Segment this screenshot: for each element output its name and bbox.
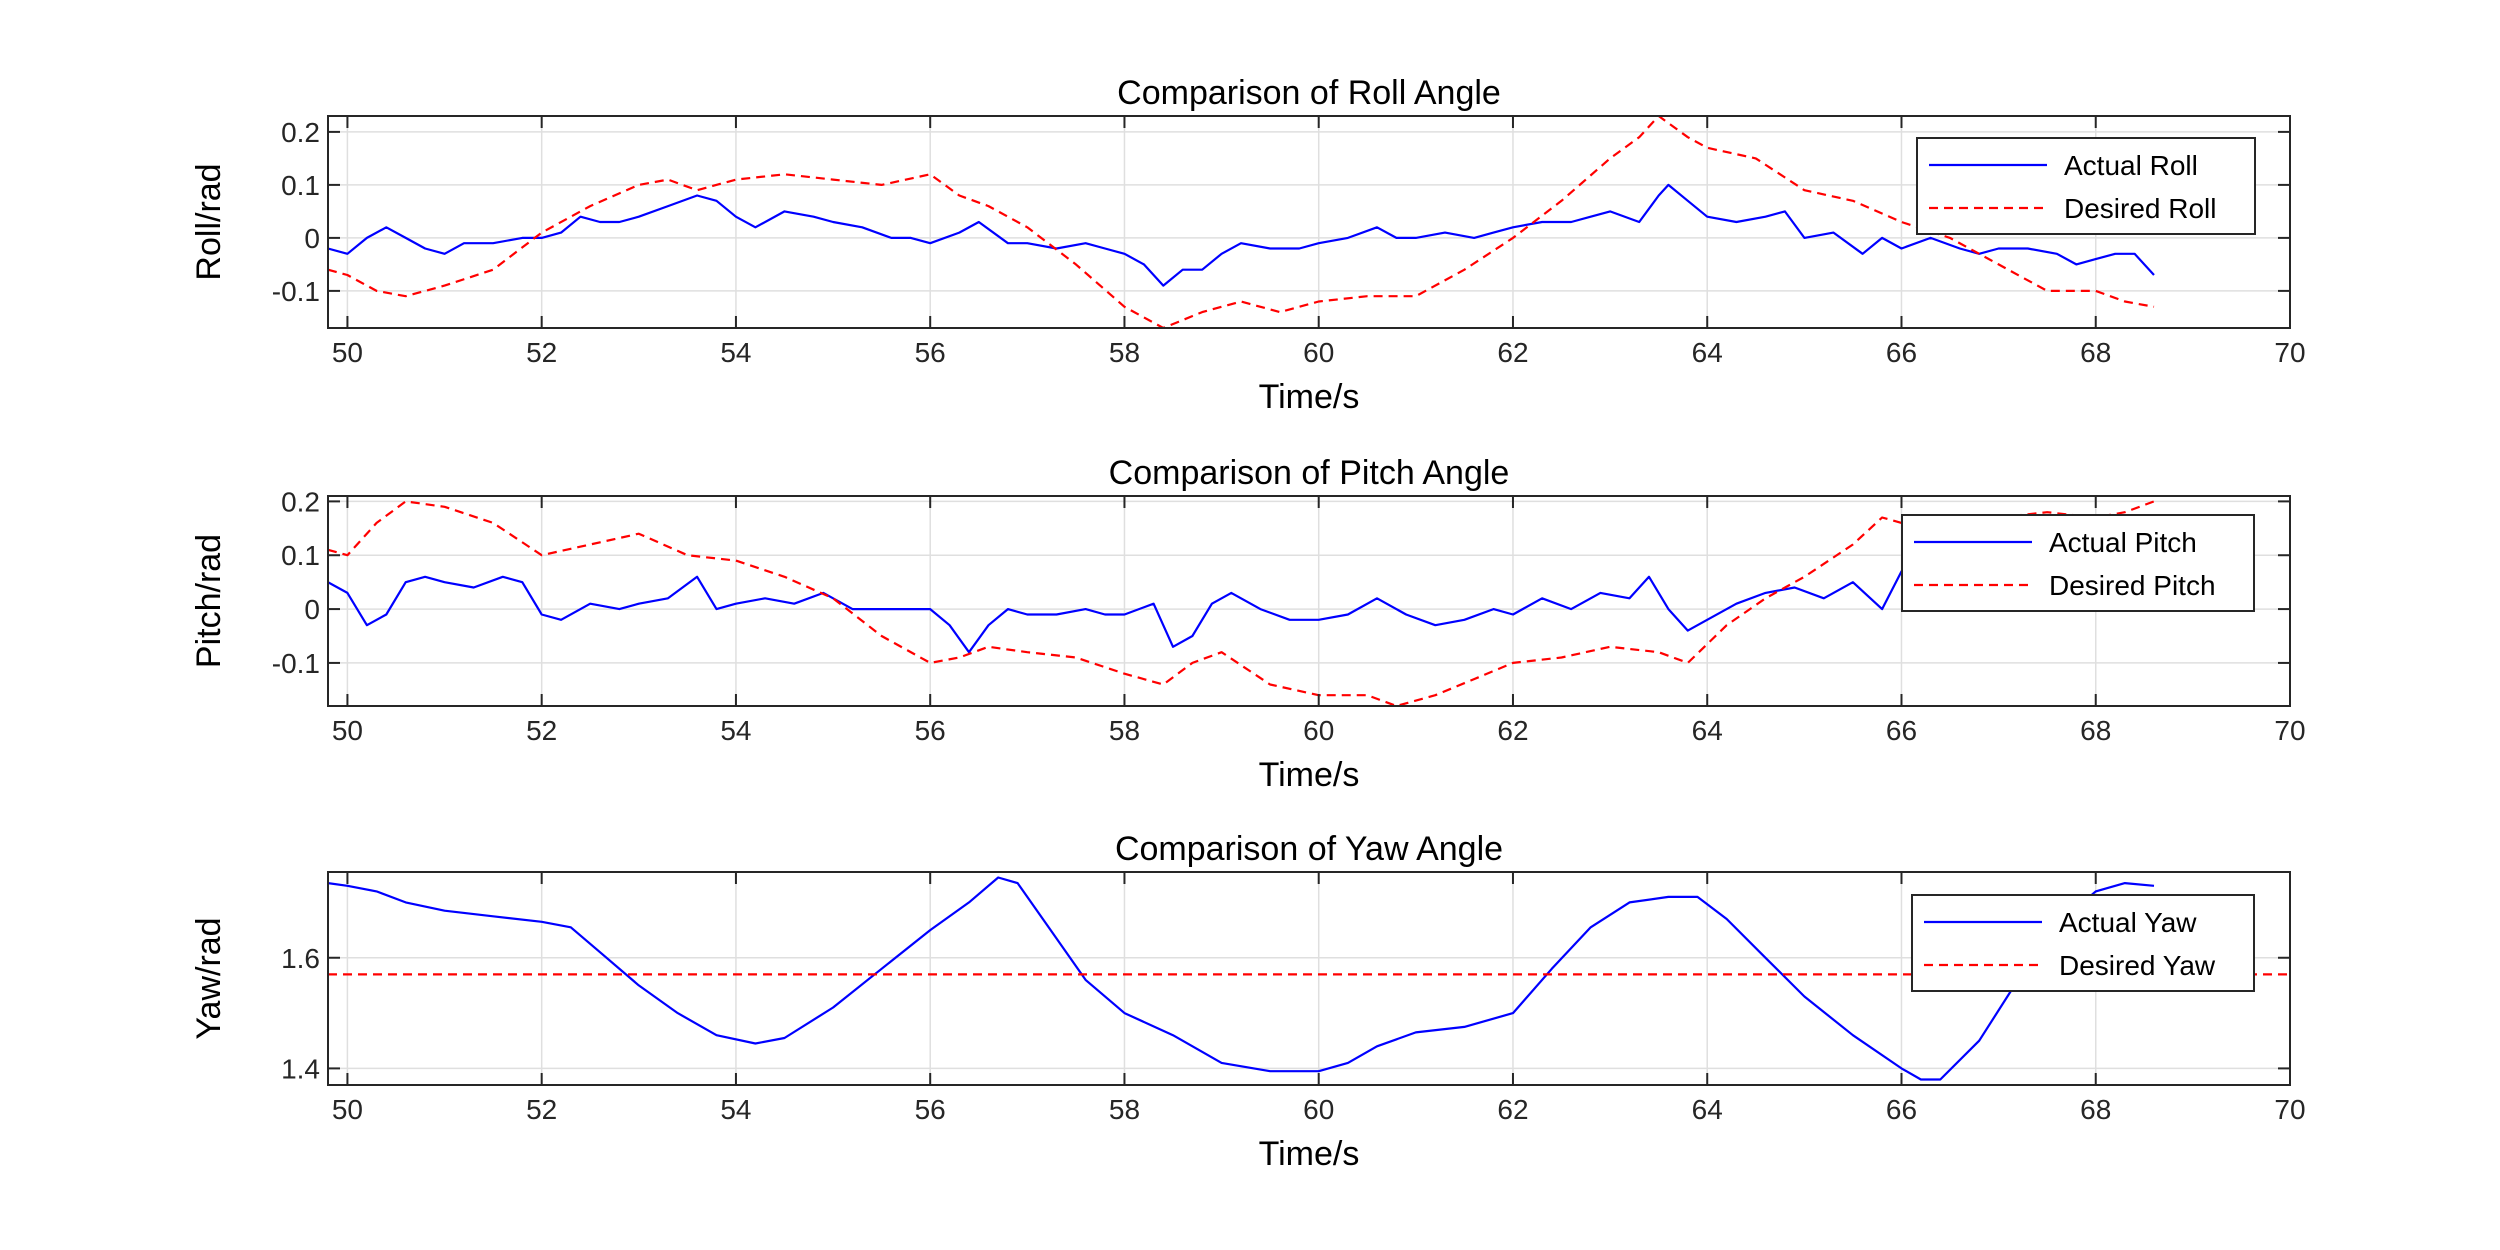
y-axis-label: Pitch/rad (190, 534, 228, 668)
x-tick-label: 60 (1303, 337, 1334, 368)
x-tick-label: 66 (1886, 1094, 1917, 1125)
y-tick-label: 0.1 (281, 170, 320, 201)
chart-title: Comparison of Pitch Angle (1109, 454, 1510, 492)
y-tick-label: 0 (304, 223, 320, 254)
x-tick-label: 54 (720, 1094, 751, 1125)
x-tick-label: 52 (526, 1094, 557, 1125)
x-tick-label: 62 (1497, 1094, 1528, 1125)
legend-label: Actual Pitch (2049, 527, 2197, 558)
x-tick-label: 62 (1497, 715, 1528, 746)
legend: Actual Pitch Desired Pitch (1901, 514, 2255, 612)
x-tick-label: 70 (2274, 1094, 2305, 1125)
legend-label: Actual Yaw (2059, 907, 2197, 938)
y-axis-label: Roll/rad (190, 163, 228, 280)
x-tick-label: 60 (1303, 1094, 1334, 1125)
y-tick-label: 0.2 (281, 117, 320, 148)
y-tick-label: 1.6 (281, 943, 320, 974)
x-tick-label: 56 (915, 337, 946, 368)
legend-box (1911, 894, 2255, 992)
x-tick-label: 62 (1497, 337, 1528, 368)
x-tick-label: 52 (526, 337, 557, 368)
subplot-2: 50 52 54 56 58 60 62 64 66 68 70 -0.1 0 0.1 0.2 Compari… (190, 454, 2306, 794)
x-tick-label: 58 (1109, 715, 1140, 746)
x-tick-label: 64 (1692, 1094, 1723, 1125)
legend: Actual Roll Desired Roll (1916, 137, 2256, 235)
legend-box (1901, 514, 2255, 612)
chart-title: Comparison of Roll Angle (1117, 74, 1501, 112)
y-tick-label: 1.4 (281, 1053, 320, 1084)
y-tick-label: 0.1 (281, 540, 320, 571)
axes-box (327, 495, 2291, 707)
y-axis-label: Yaw/rad (190, 917, 228, 1039)
x-tick-label: 68 (2080, 337, 2111, 368)
x-tick-label: 60 (1303, 715, 1334, 746)
x-tick-label: 50 (332, 337, 363, 368)
x-axis-label: Time/s (1259, 756, 1360, 794)
x-tick-label: 64 (1692, 337, 1723, 368)
x-tick-label: 64 (1692, 715, 1723, 746)
x-tick-label: 54 (720, 715, 751, 746)
y-tick-label: -0.1 (272, 276, 320, 307)
x-axis-label: Time/s (1259, 1135, 1360, 1173)
x-tick-label: 68 (2080, 715, 2111, 746)
x-tick-label: 66 (1886, 337, 1917, 368)
x-tick-label: 56 (915, 1094, 946, 1125)
chart-title: Comparison of Yaw Angle (1115, 830, 1503, 868)
x-tick-label: 54 (720, 337, 751, 368)
x-tick-label: 66 (1886, 715, 1917, 746)
x-tick-label: 58 (1109, 1094, 1140, 1125)
x-tick-label: 58 (1109, 337, 1140, 368)
series-desired-roll (328, 116, 2155, 328)
subplot-1: 50 52 54 56 58 60 62 64 66 68 70 -0.1 0 0.1 0.2 Compari… (190, 74, 2306, 416)
series-actual-yaw (328, 876, 2155, 1081)
legend-box (1916, 137, 2256, 235)
legend-label: Desired Yaw (2059, 950, 2216, 981)
legend-label: Actual Roll (2064, 150, 2198, 181)
legend-label: Desired Pitch (2049, 570, 2216, 601)
series-actual-roll (328, 183, 2155, 287)
axes-box (327, 115, 2291, 329)
x-tick-label: 50 (332, 1094, 363, 1125)
y-tick-label: 0.2 (281, 486, 320, 517)
x-axis-label: Time/s (1259, 378, 1360, 416)
x-tick-label: 52 (526, 715, 557, 746)
legend: Actual Yaw Desired Yaw (1911, 894, 2255, 992)
axes-box (327, 871, 2291, 1086)
series-actual-pitch (328, 570, 1922, 654)
y-tick-label: 0 (304, 594, 320, 625)
x-tick-label: 50 (332, 715, 363, 746)
x-tick-label: 70 (2274, 715, 2305, 746)
y-tick-label: -0.1 (272, 648, 320, 679)
x-tick-label: 56 (915, 715, 946, 746)
legend-label: Desired Roll (2064, 193, 2217, 224)
series-desired-pitch (328, 500, 2155, 706)
x-tick-label: 70 (2274, 337, 2305, 368)
subplot-3: 50 52 54 56 58 60 62 64 66 68 70 1.4 1.6 Comparison o… (190, 830, 2306, 1173)
x-tick-label: 68 (2080, 1094, 2111, 1125)
